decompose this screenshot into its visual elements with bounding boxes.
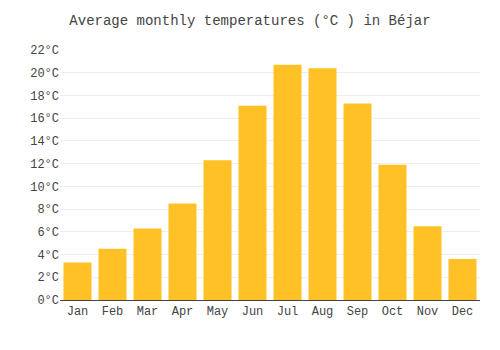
svg-text:May: May [207, 305, 229, 319]
svg-text:Sep: Sep [347, 305, 369, 319]
svg-text:8°C: 8°C [37, 203, 59, 217]
svg-text:22°C: 22°C [30, 44, 59, 58]
svg-text:0°C: 0°C [37, 294, 59, 308]
svg-text:18°C: 18°C [30, 90, 59, 104]
svg-text:12°C: 12°C [30, 158, 59, 172]
svg-text:2°C: 2°C [37, 271, 59, 285]
svg-text:Mar: Mar [137, 305, 159, 319]
svg-text:Jun: Jun [242, 305, 264, 319]
svg-text:Nov: Nov [417, 305, 439, 319]
svg-text:Feb: Feb [102, 305, 124, 319]
svg-text:Average monthly temperatures (: Average monthly temperatures (°C ) in Bé… [69, 13, 430, 29]
svg-text:14°C: 14°C [30, 135, 59, 149]
svg-text:10°C: 10°C [30, 181, 59, 195]
svg-text:Oct: Oct [382, 305, 404, 319]
svg-text:Jan: Jan [67, 305, 89, 319]
svg-text:Apr: Apr [172, 305, 194, 319]
svg-text:20°C: 20°C [30, 67, 59, 81]
svg-text:4°C: 4°C [37, 249, 59, 263]
svg-text:Jul: Jul [277, 305, 299, 319]
svg-text:Dec: Dec [452, 305, 474, 319]
svg-text:Aug: Aug [312, 305, 334, 319]
svg-text:16°C: 16°C [30, 112, 59, 126]
svg-text:6°C: 6°C [37, 226, 59, 240]
